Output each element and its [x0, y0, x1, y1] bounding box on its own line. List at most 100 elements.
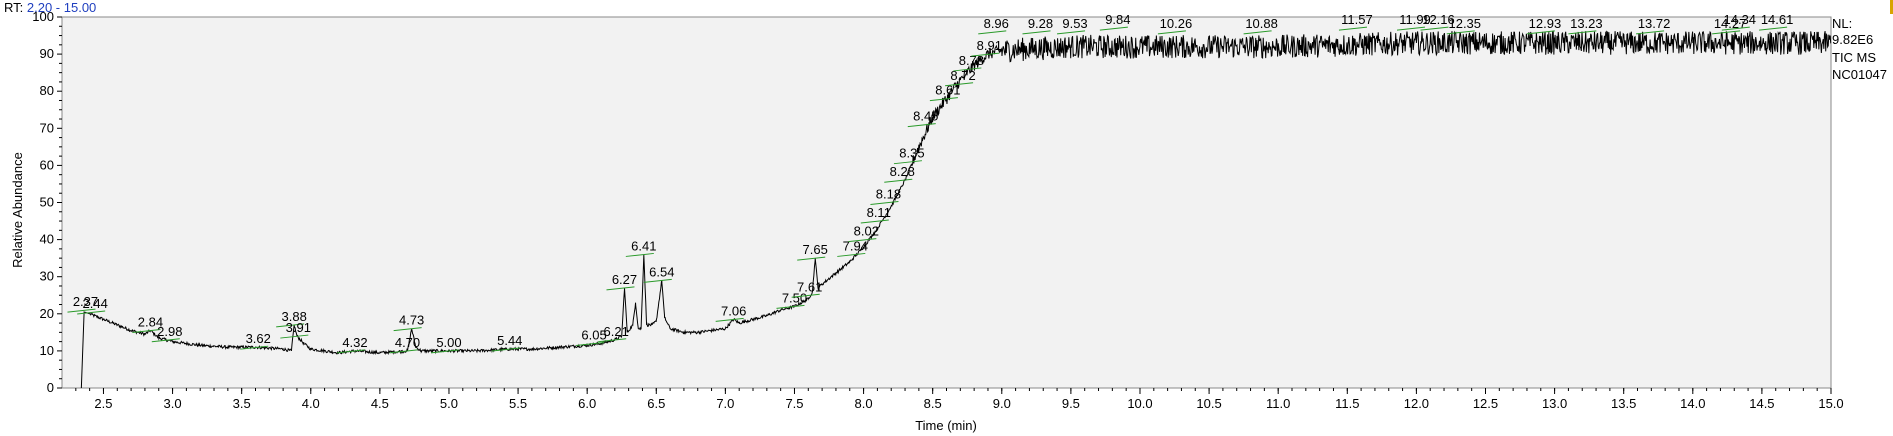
peak-baseline-mark: [1526, 30, 1555, 35]
peak-label: 6.41: [631, 238, 656, 253]
peak-label: 6.27: [612, 272, 637, 287]
peak-label: 5.00: [436, 335, 461, 350]
peak-baseline-mark: [276, 323, 305, 328]
peak-label: 7.06: [721, 303, 746, 318]
peak-baseline-mark: [1721, 26, 1750, 31]
peak-label: 6.05: [581, 327, 606, 342]
x-tick-label: 5.5: [509, 396, 527, 411]
peak-label: 2.98: [157, 324, 182, 339]
peak-baseline-mark: [1446, 30, 1475, 35]
y-tick-label: 90: [40, 46, 54, 61]
info-nl-value: 9.82E6: [1832, 32, 1873, 47]
peak-baseline-mark: [837, 252, 866, 257]
peak-baseline-mark: [870, 201, 899, 205]
peak-label: 7.94: [843, 238, 868, 253]
peak-baseline-mark: [797, 256, 826, 261]
rt-range-header: RT: 2.20 - 15.00: [4, 0, 96, 15]
x-tick-label: 13.5: [1611, 396, 1636, 411]
x-tick-label: 8.0: [855, 396, 873, 411]
peak-baseline-mark: [978, 30, 1007, 35]
x-tick-label: 13.0: [1542, 396, 1567, 411]
peak-baseline-mark: [1636, 30, 1665, 35]
peak-label: 9.28: [1028, 16, 1053, 31]
peak-label: 9.84: [1105, 12, 1130, 27]
y-tick-label: 70: [40, 120, 54, 135]
peak-label: 14.34: [1724, 12, 1757, 27]
x-tick-label: 11.5: [1335, 396, 1359, 411]
peak-baseline-mark: [67, 308, 96, 313]
x-tick-label: 12.0: [1404, 396, 1429, 411]
x-tick-label: 12.5: [1473, 396, 1498, 411]
peak-baseline-mark: [643, 278, 672, 283]
y-tick-label: 80: [40, 83, 54, 98]
peak-labels: 2.372.44 2.842.98 3.62 3.883.91 4.32 4.70 4.73…: [67, 12, 1793, 354]
corner-marker: [1890, 0, 1893, 14]
peak-label: 11.57: [1341, 12, 1373, 27]
peak-label: 8.18: [876, 187, 901, 202]
peak-label: 8.45: [913, 109, 938, 124]
y-tick-label: 30: [40, 269, 54, 284]
peak-baseline-mark: [1420, 26, 1449, 31]
info-block: NL: 9.82E6 TIC MS NC01047: [1832, 16, 1887, 82]
peak-baseline-mark: [971, 52, 1000, 57]
peak-baseline-mark: [860, 219, 889, 224]
peak-baseline-mark: [1568, 30, 1597, 35]
peak-label: 2.37: [73, 294, 98, 309]
tic-trace: [80, 30, 1832, 389]
peak-label: 13.72: [1638, 16, 1671, 31]
info-sample-id: NC01047: [1832, 67, 1887, 82]
peak-baseline-mark: [1396, 26, 1426, 31]
peak-baseline-mark: [393, 327, 422, 332]
peak-label: 7.50: [782, 290, 807, 305]
y-axis: 0 10 20 30 40 50 60 70 80 90 100: [32, 9, 62, 395]
y-tick-label: 10: [40, 343, 54, 358]
x-tick-label: 4.0: [302, 396, 320, 411]
x-tick-label: 4.5: [371, 396, 389, 411]
x-tick-label: 11.0: [1266, 396, 1290, 411]
x-tick-label: 9.0: [993, 396, 1011, 411]
y-tick-label: 40: [40, 232, 54, 247]
x-tick-label: 6.5: [647, 396, 665, 411]
peak-baseline-mark: [945, 82, 974, 87]
peak-baseline-mark: [791, 293, 820, 298]
peak-label: 8.35: [899, 146, 924, 161]
peak-label: 10.26: [1160, 16, 1193, 31]
peak-baseline-mark: [1056, 30, 1086, 35]
peak-label: 8.11: [867, 205, 891, 220]
x-tick-label: 14.0: [1680, 396, 1705, 411]
peak-baseline-mark: [1338, 26, 1368, 31]
peak-baseline-mark: [491, 347, 520, 352]
peak-baseline-mark: [1712, 30, 1741, 35]
peak-baseline-mark: [598, 338, 627, 343]
x-tick-label: 6.0: [578, 396, 596, 411]
y-tick-label: 50: [40, 195, 54, 210]
peak-label: 10.88: [1245, 16, 1278, 31]
peak-label: 9.53: [1062, 16, 1087, 31]
peak-baseline-mark: [1022, 30, 1051, 35]
peak-baseline-mark: [929, 97, 958, 102]
peak-label: 7.65: [803, 242, 828, 257]
peak-label: 8.91: [977, 38, 1002, 53]
peak-label: 14.27: [1714, 16, 1747, 31]
peak-label: 4.32: [342, 335, 367, 350]
x-tick-label: 5.0: [440, 396, 458, 411]
peak-label: 12.35: [1448, 16, 1481, 31]
y-axis-title: Relative Abundance: [10, 152, 25, 268]
peak-label: 6.54: [649, 264, 674, 279]
y-tick-label: 60: [40, 157, 54, 172]
x-tick-label: 2.5: [94, 396, 112, 411]
y-tick-label: 100: [32, 9, 54, 24]
x-tick-label: 15.0: [1818, 396, 1843, 411]
x-tick-label: 10.5: [1196, 396, 1221, 411]
peak-baseline-mark: [132, 328, 161, 333]
peak-label: 2.84: [138, 314, 163, 329]
peak-label: 4.70: [395, 335, 420, 350]
peak-baseline-mark: [151, 338, 180, 343]
peak-baseline-mark: [280, 334, 309, 339]
peak-baseline-mark: [776, 304, 805, 309]
peak-label: 3.62: [246, 331, 271, 346]
rt-range-value: 2.20 - 15.00: [26, 0, 97, 15]
x-axis: 2.5 3.0 3.5 4.0 4.5 5.0 5.5 6.0 6.5 7.0 7.5 8.0 8.5 9…: [75, 388, 1844, 411]
peak-baseline-mark: [1099, 26, 1128, 31]
peak-label: 7.61: [797, 279, 822, 294]
